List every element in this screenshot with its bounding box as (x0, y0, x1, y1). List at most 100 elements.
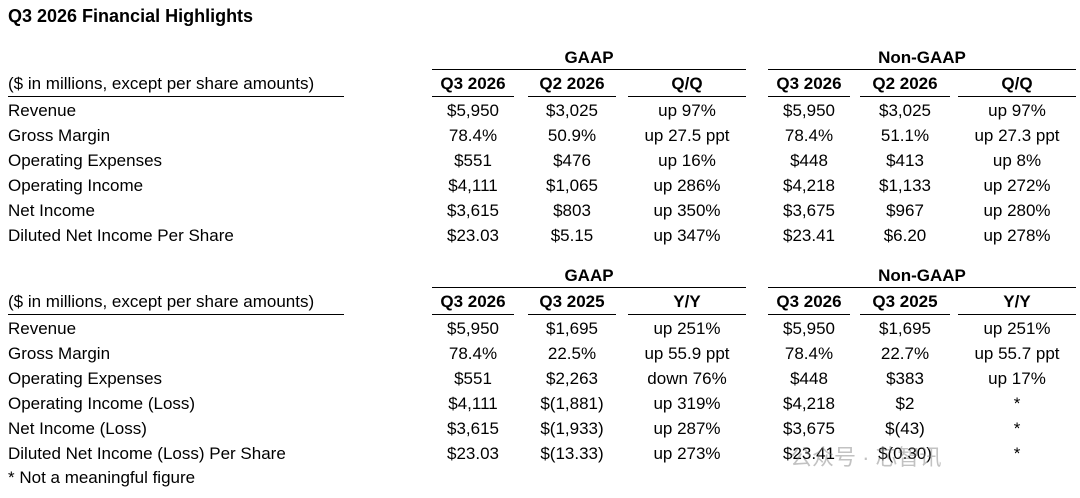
table-cell: $551 (454, 151, 492, 170)
row-label: Diluted Net Income Per Share (8, 226, 234, 245)
header-underline (628, 96, 746, 97)
table-cell: up 286% (653, 176, 721, 195)
table-cell: up 16% (658, 151, 716, 170)
table-cell: $5,950 (447, 319, 499, 338)
header-underline (528, 96, 616, 97)
table-cell: $448 (790, 369, 828, 388)
row-label: Operating Expenses (8, 369, 163, 388)
table-cell: up 278% (983, 226, 1051, 245)
header-underline (432, 96, 514, 97)
table-cell: $(1,881) (540, 394, 604, 413)
table-cell: up 280% (983, 201, 1051, 220)
table-cell: up 55.7 ppt (974, 344, 1060, 363)
header-underline (860, 314, 950, 315)
table-cell: up 273% (653, 444, 721, 463)
group-header: Non-GAAP (878, 266, 966, 285)
table-cell: 22.7% (880, 344, 930, 363)
row-label: Operating Expenses (8, 151, 163, 170)
table-cell: up 350% (653, 201, 721, 220)
table-cell: $1,065 (546, 176, 598, 195)
table-cell: up 272% (983, 176, 1051, 195)
table-cell: $5,950 (783, 101, 835, 120)
row-label: Gross Margin (8, 126, 111, 145)
table-cell: $5.15 (550, 226, 594, 245)
table-row: Operating Expenses $551 $476 up 16% $448 $413… (0, 148, 1080, 173)
group-underline (768, 69, 1076, 70)
table-cell: 51.1% (880, 126, 930, 145)
column-header: Q/Q (671, 74, 703, 93)
group-underline (432, 69, 746, 70)
table-cell: $5,950 (447, 101, 499, 120)
table-cell: $476 (553, 151, 591, 170)
header-underline (768, 96, 850, 97)
column-header: Q3 2025 (872, 292, 938, 311)
table-cell: $(1,933) (540, 419, 604, 438)
table-cell: $6.20 (883, 226, 927, 245)
table-cell: $3,025 (546, 101, 598, 120)
table-cell: $383 (886, 369, 924, 388)
table-cell: $4,111 (448, 176, 498, 195)
table-cell: $23.03 (447, 444, 499, 463)
row-label: Operating Income (8, 176, 144, 195)
table-cell: $3,025 (879, 101, 931, 120)
table-cell: $4,218 (783, 394, 835, 413)
header-underline (860, 96, 950, 97)
table-cell: up 17% (988, 369, 1046, 388)
watermark: 公众号 · 芯智讯 (790, 445, 942, 470)
header-underline (958, 314, 1076, 315)
header-underline (8, 96, 344, 97)
header-underline (432, 314, 514, 315)
table-cell: 78.4% (784, 126, 834, 145)
label-column-header: ($ in millions, except per share amounts… (8, 292, 315, 311)
table-cell: $3,615 (447, 201, 499, 220)
table-cell: 22.5% (547, 344, 597, 363)
table-cell: * (1013, 419, 1021, 438)
group-header: Non-GAAP (878, 48, 966, 67)
table-cell: $4,218 (783, 176, 835, 195)
table-row: Gross Margin 78.4% 50.9% up 27.5 ppt 78.4% 51… (0, 123, 1080, 148)
table-row: Operating Income $4,111 $1,065 up 286% $4,21… (0, 173, 1080, 198)
table-cell: up 287% (653, 419, 721, 438)
group-header: GAAP (564, 266, 614, 285)
table-cell: 78.4% (784, 344, 834, 363)
table-row: Operating Expenses $551 $2,263 down 76% $448… (0, 366, 1080, 391)
table-cell: up 55.9 ppt (644, 344, 730, 363)
header-underline (528, 314, 616, 315)
table-row: Diluted Net Income Per Share $23.03 $5.15 u… (0, 223, 1080, 248)
financial-table-1: GAAP Non-GAAP ($ in millions, except per s… (0, 48, 1080, 248)
table-cell: $3,615 (447, 419, 499, 438)
table-cell: $3,675 (783, 419, 835, 438)
label-column-header: ($ in millions, except per share amounts… (8, 74, 315, 93)
table-cell: up 319% (653, 394, 721, 413)
table-cell: $3,675 (783, 201, 835, 220)
table-cell: 78.4% (448, 126, 498, 145)
table-cell: * (1013, 444, 1021, 463)
row-label: Revenue (8, 319, 77, 338)
page-title: Q3 2026 Financial Highlights (8, 6, 254, 26)
table-row: Net Income $3,615 $803 up 350% $3,675 $967 up … (0, 198, 1080, 223)
table-cell: $(0.30) (878, 444, 932, 463)
header-underline (8, 314, 344, 315)
table-cell: $1,695 (546, 319, 598, 338)
table-cell: up 8% (992, 151, 1042, 170)
column-header: Y/Y (1003, 292, 1031, 311)
table-cell: $23.41 (783, 226, 835, 245)
column-header: Q3 2025 (539, 292, 605, 311)
table-row: Gross Margin 78.4% 22.5% up 55.9 ppt 78.4% 22… (0, 341, 1080, 366)
table-cell: $23.41 (783, 444, 835, 463)
column-header: Q3 2026 (776, 74, 842, 93)
table-cell: up 251% (653, 319, 721, 338)
table-cell: up 27.5 ppt (644, 126, 730, 145)
table-cell: $967 (886, 201, 924, 220)
header-underline (768, 314, 850, 315)
row-label: Revenue (8, 101, 77, 120)
column-header: Q2 2026 (539, 74, 605, 93)
group-underline (768, 287, 1076, 288)
table-cell: $1,133 (879, 176, 931, 195)
column-header: Q3 2026 (776, 292, 842, 311)
table-cell: $23.03 (447, 226, 499, 245)
table-cell: $803 (553, 201, 591, 220)
table-cell: $4,111 (448, 394, 498, 413)
table-cell: up 347% (653, 226, 721, 245)
footnote: * Not a meaningful figure (8, 468, 196, 487)
